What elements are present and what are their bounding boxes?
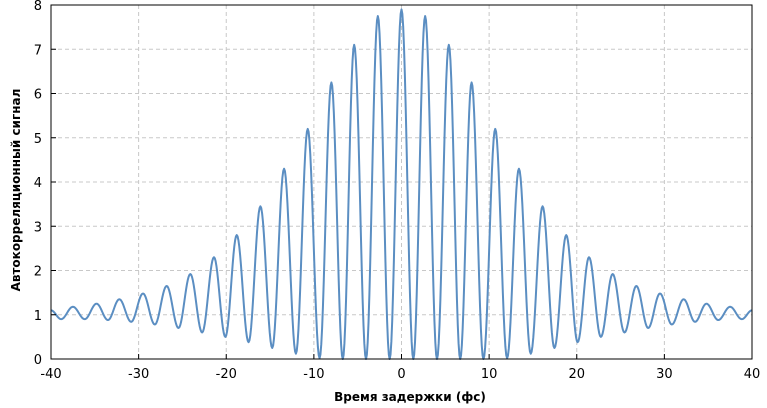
x-tick-label: -20	[216, 367, 237, 382]
autocorrelation-series-line	[50, 8, 753, 360]
x-tick-label: 30	[656, 367, 673, 382]
x-tick-labels: -40 -30 -20 -10 0 10 20 30 40	[40, 367, 760, 382]
x-tick-label: -40	[40, 367, 61, 382]
x-tick-label: -10	[303, 367, 324, 382]
y-tick-label: 7	[34, 43, 42, 58]
y-tick-label: 0	[34, 353, 42, 368]
x-tick-label: 40	[744, 367, 761, 382]
y-tick-labels: 0 1 2 3 4 5 6 7 8	[34, 0, 42, 368]
x-tick-label: 10	[481, 367, 498, 382]
x-axis-title: Время задержки (фс)	[334, 390, 486, 404]
y-tick-label: 6	[34, 88, 42, 103]
series-group	[50, 8, 753, 360]
y-tick-label: 3	[34, 220, 42, 235]
y-tick-label: 2	[34, 265, 42, 280]
y-tick-label: 4	[34, 176, 42, 191]
x-tick-label: 0	[397, 367, 405, 382]
y-tick-label: 1	[34, 309, 42, 324]
y-tick-label: 5	[34, 132, 42, 147]
x-tick-label: 20	[568, 367, 585, 382]
grid-lines	[51, 5, 752, 359]
tick-marks	[50, 4, 753, 360]
x-tick-label: -30	[128, 367, 149, 382]
y-axis-title: Автокорреляционный сигнал	[9, 89, 23, 292]
y-tick-label: 8	[34, 0, 42, 14]
